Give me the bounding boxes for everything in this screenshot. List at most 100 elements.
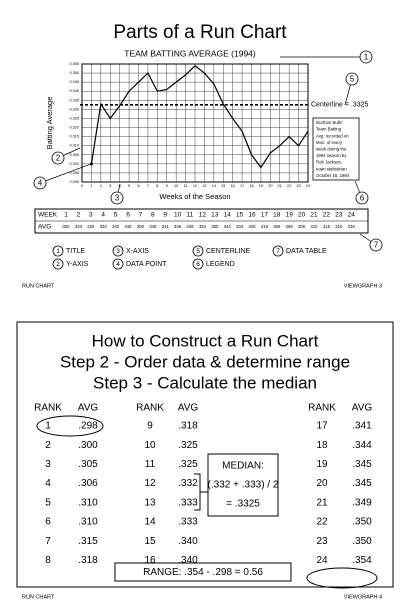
week-number: 6	[126, 212, 130, 219]
avg: .341	[352, 421, 372, 432]
chart-title: TEAM BATTING AVERAGE (1994)	[124, 48, 256, 58]
avg-value: 300	[62, 224, 70, 229]
rank: 3	[45, 459, 51, 470]
x-tick-label: 2	[100, 184, 102, 188]
median-line: = .3325	[226, 499, 260, 510]
legend-line: October 15, 1994	[316, 173, 350, 178]
callout-number-circle	[369, 238, 383, 252]
avg-value: 345	[174, 224, 182, 229]
week-number: 19	[286, 212, 294, 219]
max-ellipse	[306, 567, 378, 589]
y-tick-label: 0.295	[69, 171, 79, 175]
range-text: RANGE: .354 - .298 = 0.56	[143, 567, 263, 578]
x-tick-label: 12	[193, 184, 197, 188]
key-number-circle	[52, 258, 64, 270]
rank: 23	[316, 536, 328, 547]
avg-value: 350	[211, 224, 219, 229]
x-tick-label: 1	[90, 184, 92, 188]
footer-left: RUN CHART	[22, 283, 55, 289]
key-label: Y-AXIS	[66, 261, 89, 268]
legend-line: 1994 season by	[316, 153, 347, 158]
key-number: 3	[116, 248, 120, 255]
avg-value: 315	[323, 224, 331, 229]
avg: .325	[178, 459, 198, 470]
key-number: 1	[56, 248, 60, 255]
callout-number: 5	[350, 75, 355, 84]
avg: .354	[352, 555, 372, 566]
week-number: 20	[298, 212, 306, 219]
rank: 13	[144, 497, 156, 508]
x-tick-label: 18	[249, 184, 253, 188]
key-number: 4	[116, 261, 120, 268]
rank: 9	[147, 421, 153, 432]
avg: .340	[178, 536, 198, 547]
key-number-circle	[112, 245, 124, 257]
week-number: 21	[310, 212, 318, 219]
week-number: 11	[187, 212, 194, 219]
avg-value: 341	[162, 224, 170, 229]
median-line: MEDIAN:	[222, 461, 264, 472]
week-number: 23	[335, 212, 343, 219]
avg: .300	[78, 440, 98, 451]
avg-value: 349	[186, 224, 194, 229]
avg: .318	[178, 421, 198, 432]
week-number: 13	[211, 212, 219, 219]
legend-line: week during the	[316, 147, 347, 152]
key-label: X-AXIS	[126, 248, 149, 255]
x-tick-label: 7	[147, 184, 149, 188]
column-header: RANK	[136, 403, 164, 414]
rank: 8	[45, 555, 51, 566]
week-number: 17	[261, 212, 269, 219]
x-tick-label: 9	[166, 184, 168, 188]
x-tick-label: 8	[156, 184, 158, 188]
avg: .305	[78, 459, 98, 470]
week-number: 7	[139, 212, 143, 219]
rank: 5	[45, 497, 51, 508]
week-number: 18	[273, 212, 281, 219]
week-number: 2	[77, 212, 81, 219]
key-label: LEGEND	[206, 261, 235, 268]
week-number: 10	[174, 212, 182, 219]
y-tick-label: 0.300	[69, 162, 79, 166]
title-line: How to Construct a Run Chart	[92, 331, 319, 350]
x-tick-label: 24	[306, 184, 310, 188]
week-number: 14	[224, 212, 232, 219]
avg-value: 344	[224, 224, 232, 229]
avg: .306	[78, 478, 98, 489]
footer-right: VIEWGRAPH 3	[344, 283, 382, 289]
callout-leader	[39, 163, 92, 184]
avg: .350	[352, 536, 372, 547]
rank: 1	[45, 421, 51, 432]
avg-value: 306	[298, 224, 306, 229]
min-ellipse	[36, 415, 104, 437]
avg-value: 354	[199, 224, 207, 229]
key-number-circle	[52, 245, 64, 257]
rank: 12	[144, 478, 156, 489]
x-tick-label: 11	[184, 184, 188, 188]
avg-value: 318	[348, 224, 356, 229]
key-number: 5	[196, 248, 200, 255]
callout-number: 6	[360, 194, 364, 203]
week-number: 9	[163, 212, 167, 219]
avg-value: 325	[87, 224, 95, 229]
callout-number: 7	[374, 241, 378, 250]
table-label: WEEK	[38, 212, 58, 219]
title: Parts of a Run Chart	[113, 22, 287, 43]
avg: .333	[178, 497, 198, 508]
callout-number-circle	[355, 191, 369, 205]
key-label: DATA TABLE	[286, 248, 327, 255]
x-tick-label: 20	[268, 184, 272, 188]
legend-box	[312, 117, 360, 181]
rank: 6	[45, 517, 51, 528]
avg: .310	[78, 517, 98, 528]
callout-number-circle	[33, 176, 47, 190]
footer-left: RUN CHART	[22, 594, 55, 600]
callout-number-circle	[51, 151, 65, 165]
plot-frame	[81, 63, 309, 183]
key-number-circle	[272, 245, 284, 257]
rank: 17	[316, 421, 328, 432]
callout-number: 1	[364, 53, 368, 62]
avg-value: 340	[149, 224, 157, 229]
y-tick-label: 0.305	[69, 153, 79, 157]
key-number-circle	[112, 258, 124, 270]
